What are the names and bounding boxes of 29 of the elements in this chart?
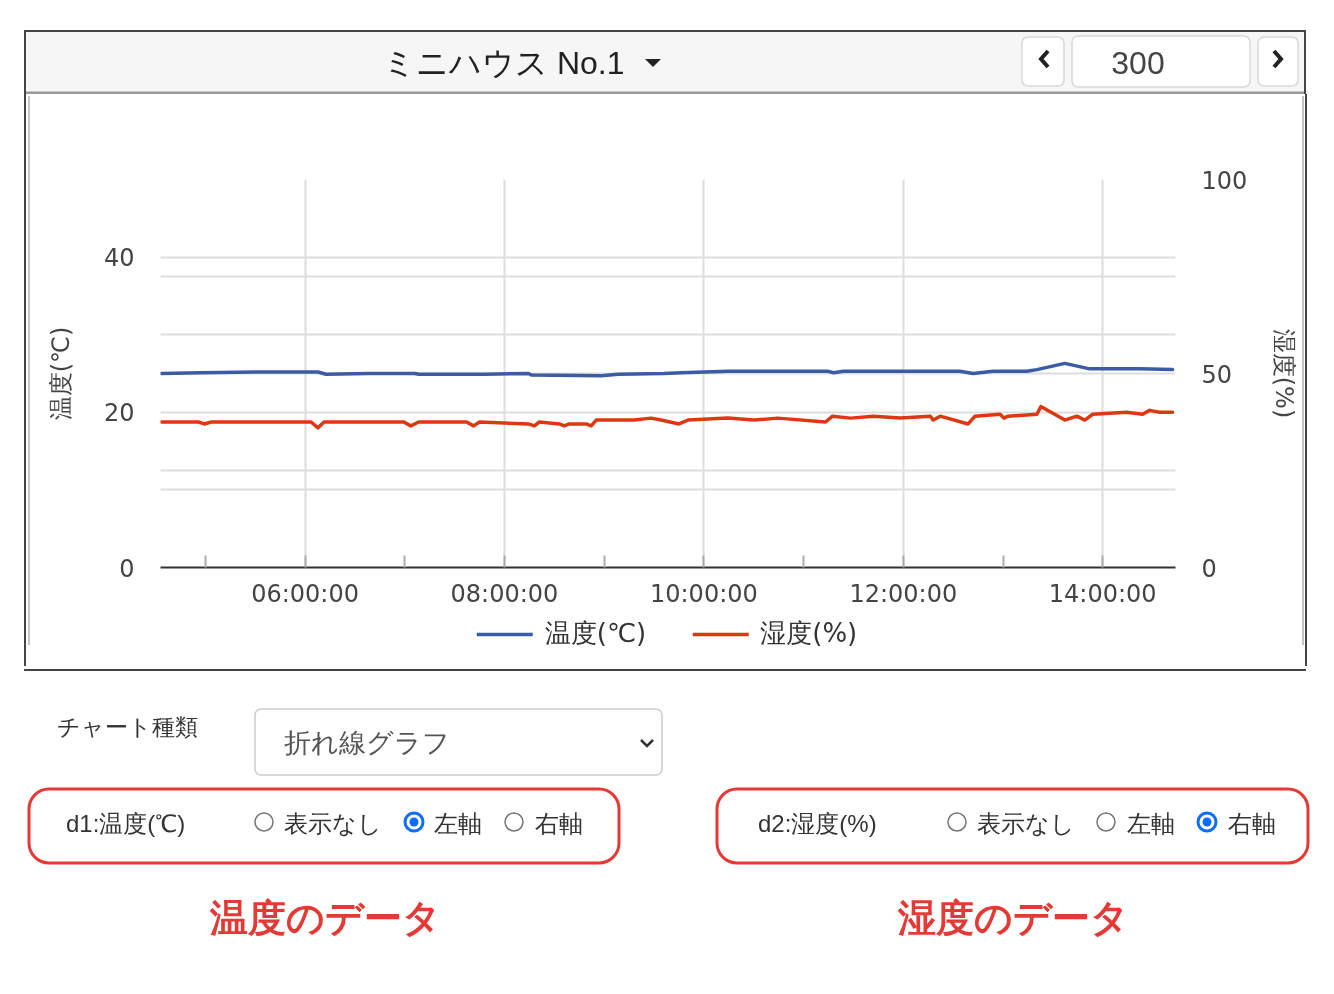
text: d1:温度(℃) [66, 809, 186, 837]
x-tick-label: 14:00:00 [1048, 579, 1157, 608]
text: 温度のデータ [208, 897, 441, 939]
legend-label: 温度(℃) [544, 617, 647, 650]
text: 300 [1111, 45, 1165, 81]
text: 表示なし [977, 809, 1075, 837]
text: 折れ線グラフ [284, 728, 450, 758]
text: 湿度のデータ [896, 897, 1129, 939]
x-tick-label: 08:00:00 [450, 579, 559, 608]
text: チャート種類 [57, 714, 198, 740]
y-tick-label: 40 [103, 244, 135, 273]
text: 左軸 [434, 809, 482, 837]
y2-tick-label: 100 [1201, 166, 1248, 195]
text: 表示なし [284, 809, 382, 837]
text: 左軸 [1127, 809, 1175, 837]
y2-tick-label: 0 [1201, 554, 1217, 583]
legend-label: 湿度(%) [760, 617, 858, 650]
y2-tick-label: 50 [1201, 360, 1233, 389]
text: d2:湿度(%) [758, 809, 877, 837]
text: 右軸 [1228, 809, 1276, 837]
y-axis-title: 温度(℃) [46, 326, 75, 421]
x-tick-label: 12:00:00 [849, 579, 958, 608]
x-tick-label: 10:00:00 [650, 579, 758, 608]
text: 右軸 [535, 809, 583, 837]
x-tick-label: 06:00:00 [251, 579, 359, 608]
chart-title: ミニハウス No.1 [383, 45, 625, 81]
y2-axis-title: 湿度(%) [1270, 328, 1299, 419]
y-tick-label: 0 [119, 554, 135, 583]
y-tick-label: 20 [103, 399, 135, 428]
